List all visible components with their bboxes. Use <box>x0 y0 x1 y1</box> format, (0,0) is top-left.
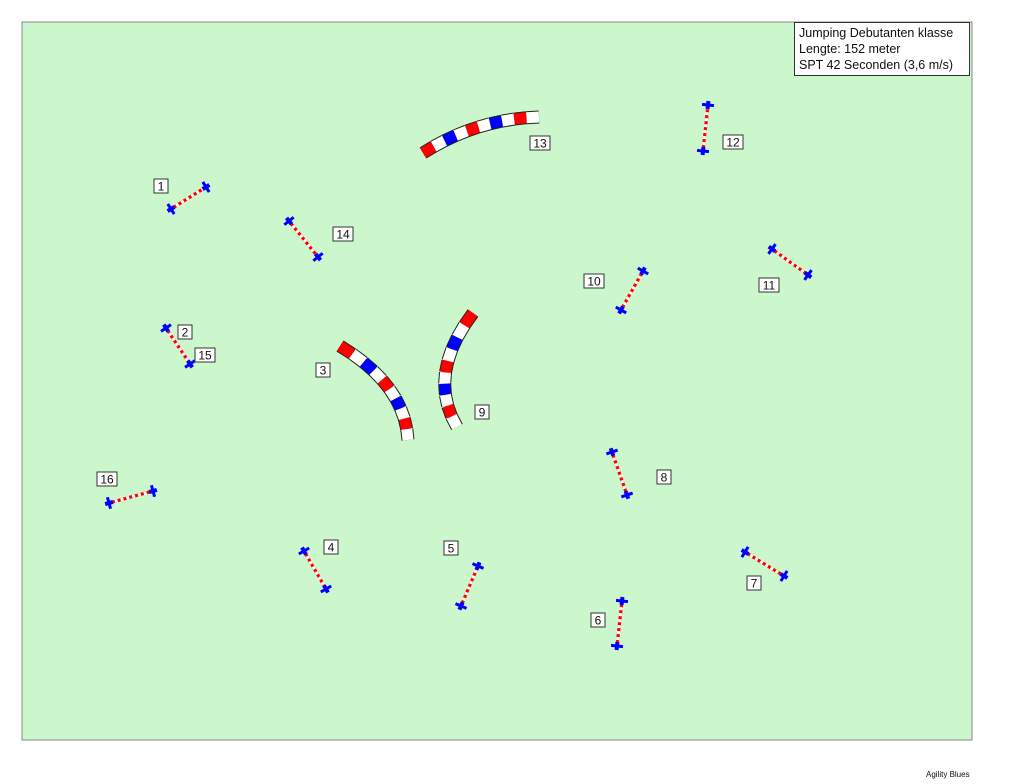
tunnel-13 <box>419 110 540 159</box>
svg-text:11: 11 <box>763 279 776 293</box>
number-label-15: 15 <box>194 347 216 363</box>
jump-5 <box>454 561 485 611</box>
course-length: Lengte: 152 meter <box>799 42 901 56</box>
svg-text:2: 2 <box>182 326 189 340</box>
number-label-8: 8 <box>656 469 672 485</box>
number-label-11: 11 <box>758 277 780 293</box>
number-label-7: 7 <box>746 575 762 591</box>
course-info-box: Jumping Debutanten klasse Lengte: 152 me… <box>794 22 970 76</box>
svg-text:8: 8 <box>661 471 668 485</box>
number-label-13: 13 <box>529 135 551 151</box>
jump-215 <box>160 323 196 369</box>
tunnel-9 <box>438 309 479 430</box>
jump-6 <box>610 596 629 651</box>
number-label-12: 12 <box>722 134 744 150</box>
number-label-5: 5 <box>443 540 459 556</box>
number-label-9: 9 <box>474 404 490 420</box>
svg-text:10: 10 <box>587 275 601 289</box>
svg-text:4: 4 <box>328 541 335 555</box>
svg-text:3: 3 <box>320 364 327 378</box>
jump-16 <box>104 484 158 510</box>
svg-text:12: 12 <box>726 136 740 150</box>
course-field <box>21 21 973 741</box>
svg-text:6: 6 <box>595 614 602 628</box>
footer-credit: Agility Blues <box>926 770 970 779</box>
jump-12 <box>696 100 715 156</box>
svg-text:14: 14 <box>336 228 350 242</box>
number-label-1: 1 <box>153 178 169 194</box>
number-label-2: 2 <box>177 324 193 340</box>
number-label-3: 3 <box>315 362 331 378</box>
svg-text:5: 5 <box>448 542 455 556</box>
number-label-10: 10 <box>583 273 605 289</box>
jump-14 <box>283 216 324 262</box>
svg-text:13: 13 <box>533 137 547 151</box>
number-label-16: 16 <box>96 471 118 487</box>
svg-text:1: 1 <box>158 180 165 194</box>
jump-8 <box>605 447 634 500</box>
tunnels-layer <box>336 110 540 441</box>
jump-4 <box>298 546 332 594</box>
jumps-layer <box>104 100 813 651</box>
svg-text:16: 16 <box>100 473 114 487</box>
svg-text:15: 15 <box>198 349 212 363</box>
number-label-4: 4 <box>323 539 339 555</box>
tunnel-3 <box>336 340 415 441</box>
svg-text:9: 9 <box>479 406 486 420</box>
jump-7 <box>740 546 789 582</box>
jump-11 <box>767 243 813 281</box>
svg-text:7: 7 <box>751 577 758 591</box>
jump-10 <box>615 266 649 315</box>
number-label-14: 14 <box>332 226 354 242</box>
course-spt: SPT 42 Seconden (3,6 m/s) <box>799 58 954 72</box>
course-title: Jumping Debutanten klasse <box>799 26 954 40</box>
jump-1 <box>166 181 211 215</box>
number-label-6: 6 <box>590 612 606 628</box>
